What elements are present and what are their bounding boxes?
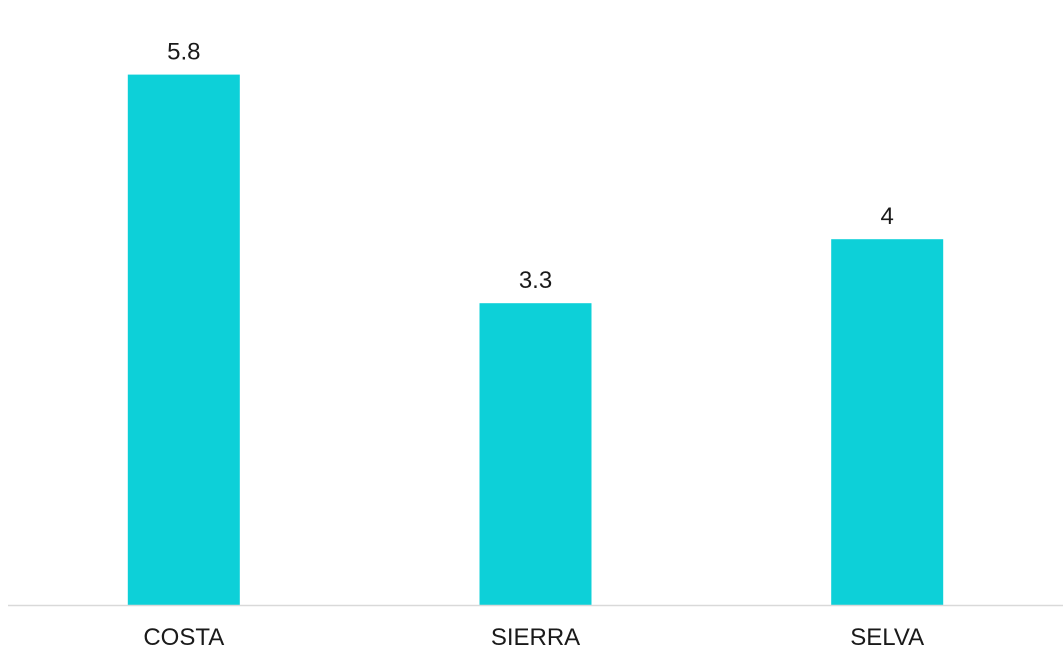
bar-costa <box>127 74 240 606</box>
category-label-selva: SELVA <box>850 624 924 651</box>
bar-sierra <box>479 303 592 605</box>
value-label-costa: 5.8 <box>167 39 200 66</box>
value-label-sierra: 3.3 <box>519 267 552 294</box>
bars-group <box>127 74 944 606</box>
category-label-sierra: SIERRA <box>491 624 580 651</box>
value-label-selva: 4 <box>881 203 894 230</box>
value-labels-group: 5.8 3.3 4 <box>167 39 894 295</box>
category-labels-group: COSTA SIERRA SELVA <box>143 624 924 651</box>
category-label-costa: COSTA <box>143 624 224 651</box>
bar-selva <box>831 239 944 605</box>
